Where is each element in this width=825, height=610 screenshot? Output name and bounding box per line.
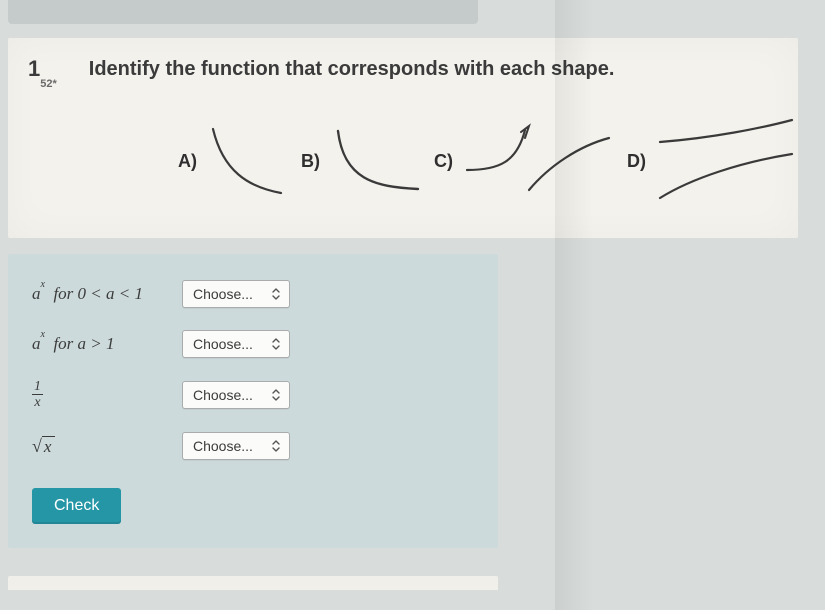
func-html-1: ax for a > 1	[32, 334, 115, 353]
shape-a-label: A)	[178, 151, 197, 172]
func-label-0: ax for 0 < a < 1	[32, 284, 182, 304]
answer-row-2: 1 x Choose...	[32, 380, 474, 410]
question-prompt: Identify the function that corresponds w…	[89, 58, 615, 81]
shape-a-curve	[203, 121, 293, 201]
shape-b-label: B)	[301, 151, 320, 172]
shape-d: D)	[627, 118, 802, 204]
dropdown-1[interactable]: Choose...	[182, 330, 290, 358]
func-label-1: ax for a > 1	[32, 334, 182, 354]
answer-row-3: √x Choose...	[32, 432, 474, 460]
question-number: 152*	[28, 56, 57, 84]
check-button-label: Check	[54, 497, 99, 514]
dropdown-2[interactable]: Choose...	[182, 381, 290, 409]
dropdown-0[interactable]: Choose...	[182, 280, 290, 308]
shape-a: A)	[178, 121, 293, 201]
question-number-value: 1	[28, 56, 40, 81]
question-subscript: 52*	[40, 78, 57, 90]
func-frac-2: 1 x	[32, 380, 43, 410]
func-label-3: √x	[32, 436, 182, 457]
shape-d-curve	[652, 118, 802, 204]
dropdown-1-text: Choose...	[193, 336, 253, 352]
bottom-strip	[8, 576, 498, 590]
question-card: 152* Identify the function that correspo…	[8, 38, 798, 238]
updown-icon	[271, 439, 281, 453]
answer-row-1: ax for a > 1 Choose...	[32, 330, 474, 358]
dropdown-0-text: Choose...	[193, 286, 253, 302]
shape-c-curve	[459, 118, 619, 204]
shapes-row: A) B) C) D)	[178, 118, 778, 204]
check-button[interactable]: Check	[32, 488, 121, 524]
dropdown-3-text: Choose...	[193, 438, 253, 454]
func-html-0: ax for 0 < a < 1	[32, 284, 143, 303]
shape-d-label: D)	[627, 151, 646, 172]
func-label-2: 1 x	[32, 380, 182, 410]
dropdown-2-text: Choose...	[193, 387, 253, 403]
shape-c-label: C)	[434, 151, 453, 172]
func-sqrt-3: √x	[32, 436, 55, 457]
shape-b-curve	[326, 121, 426, 201]
top-nav-placeholder	[8, 0, 478, 24]
updown-icon	[271, 337, 281, 351]
answer-panel: ax for 0 < a < 1 Choose... ax for a > 1 …	[8, 254, 498, 548]
shape-c: C)	[434, 118, 619, 204]
updown-icon	[271, 388, 281, 402]
dropdown-3[interactable]: Choose...	[182, 432, 290, 460]
shape-b: B)	[301, 121, 426, 201]
answer-row-0: ax for 0 < a < 1 Choose...	[32, 280, 474, 308]
updown-icon	[271, 287, 281, 301]
